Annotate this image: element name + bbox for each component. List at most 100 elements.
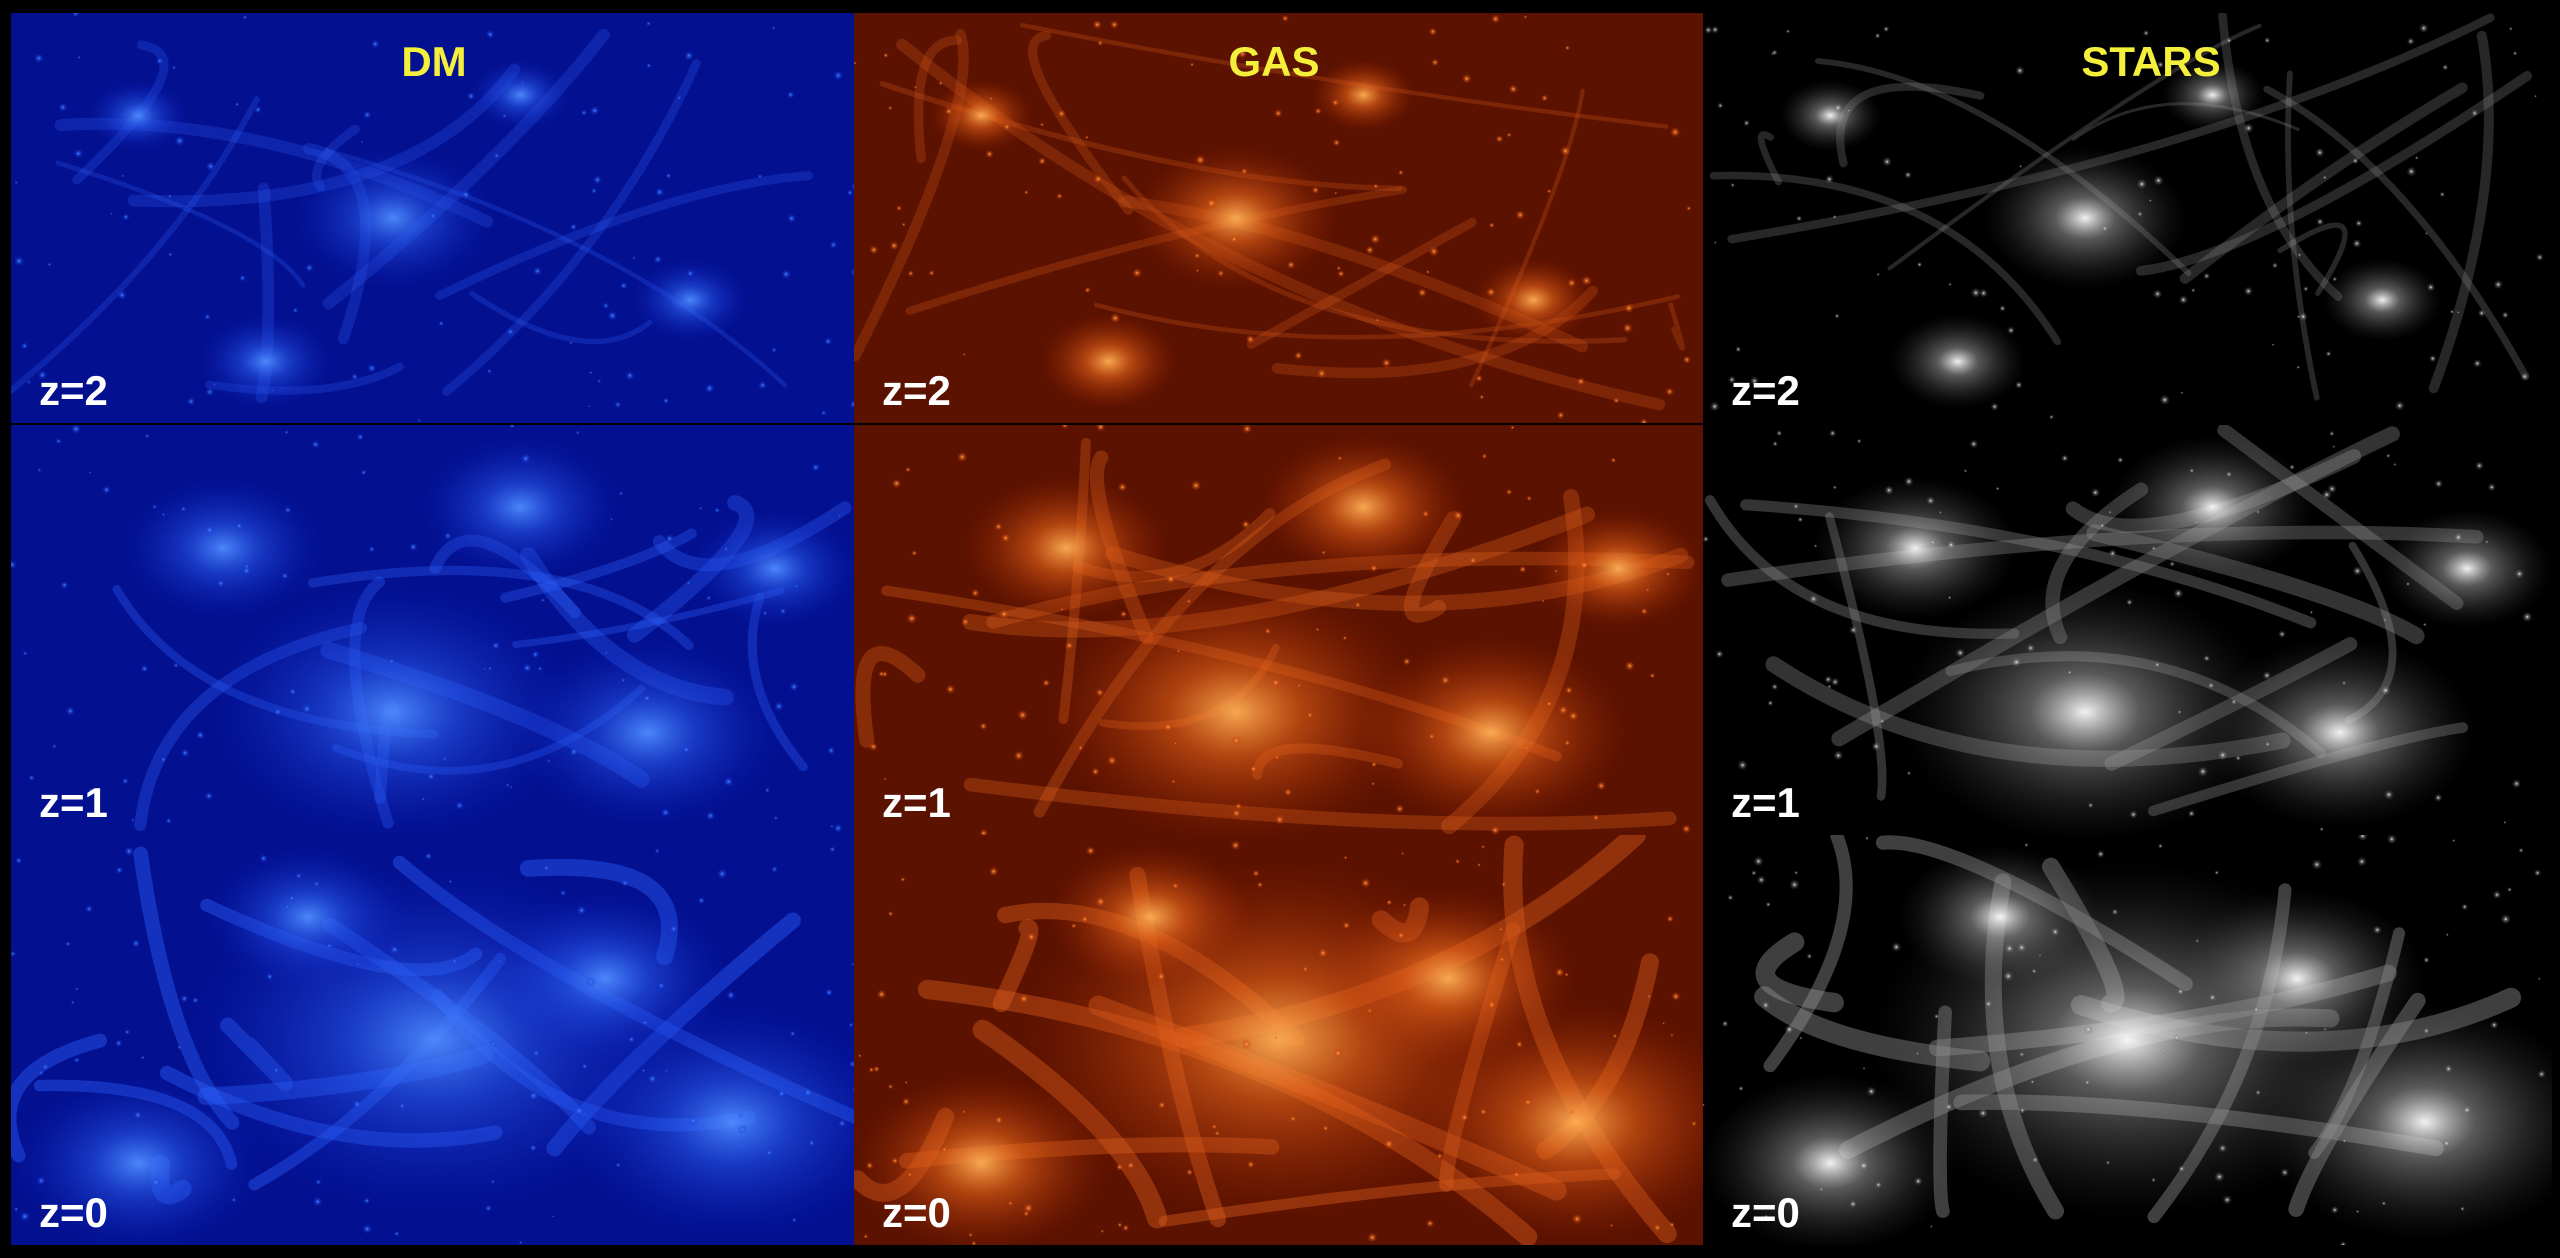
- speck: [421, 797, 426, 802]
- speck: [1214, 1130, 1221, 1137]
- speck: [597, 378, 602, 384]
- speck: [1246, 1160, 1255, 1169]
- speck: [764, 787, 771, 793]
- speck: [362, 1223, 373, 1234]
- speck: [1397, 169, 1404, 176]
- speck: [833, 823, 843, 833]
- speck: [829, 240, 838, 249]
- halo: [469, 59, 572, 131]
- speck: [2218, 1143, 2228, 1153]
- speck: [161, 512, 166, 517]
- speck: [133, 1110, 143, 1120]
- speck: [520, 453, 531, 464]
- filament: [2135, 71, 2533, 276]
- speck: [1995, 486, 2000, 491]
- speck: [2262, 670, 2272, 681]
- speck: [1273, 109, 1283, 118]
- speck: [1721, 1020, 1729, 1028]
- speck: [2428, 354, 2437, 363]
- speck: [2434, 479, 2444, 489]
- speck: [683, 50, 695, 61]
- speck: [180, 994, 189, 1003]
- speck: [848, 1022, 854, 1028]
- speck: [490, 1040, 497, 1047]
- speck: [627, 1035, 636, 1044]
- speck: [1475, 374, 1483, 383]
- speck: [1866, 1086, 1877, 1097]
- speck: [2213, 1171, 2225, 1183]
- speck: [442, 756, 447, 761]
- speck: [1876, 272, 1881, 277]
- filament: [500, 528, 697, 603]
- speck: [1554, 569, 1559, 574]
- speck: [532, 1049, 541, 1058]
- speck: [1799, 1036, 1803, 1040]
- speck: [2243, 122, 2254, 134]
- speck: [1498, 927, 1504, 932]
- speck: [351, 372, 359, 381]
- speck: [1686, 205, 1692, 212]
- speck: [2461, 903, 2469, 911]
- speck: [1294, 351, 1303, 360]
- speck: [645, 62, 652, 69]
- speck: [370, 39, 380, 49]
- panel: z=0: [854, 835, 1703, 1245]
- filament: [1757, 131, 1782, 186]
- speck: [904, 1080, 908, 1085]
- speck: [176, 1044, 182, 1050]
- speck: [1231, 808, 1242, 819]
- speck: [1366, 1008, 1373, 1014]
- speck: [1865, 836, 1870, 841]
- speck: [962, 1109, 966, 1114]
- speck: [2506, 886, 2513, 893]
- speck: [1274, 1036, 1278, 1040]
- speck: [1499, 956, 1506, 963]
- speck: [234, 102, 240, 107]
- speck: [887, 105, 893, 111]
- panel-image: [11, 835, 860, 1245]
- speck: [485, 29, 495, 40]
- speck: [1156, 971, 1166, 982]
- speck: [1194, 252, 1201, 259]
- speck: [20, 342, 29, 350]
- speck: [587, 404, 591, 408]
- speck: [1612, 1033, 1618, 1039]
- speck: [2226, 37, 2233, 44]
- speck: [905, 466, 911, 473]
- speck: [1970, 287, 1982, 299]
- speck: [2304, 1030, 2309, 1035]
- speck: [1337, 269, 1345, 278]
- speck: [1874, 32, 1881, 39]
- speck: [2019, 164, 2023, 168]
- speck: [204, 524, 215, 536]
- speck: [889, 241, 899, 251]
- speck: [2026, 643, 2036, 653]
- filament: [1755, 932, 1844, 1013]
- speck: [1979, 288, 1989, 298]
- speck: [2136, 211, 2143, 218]
- speck: [1772, 440, 1779, 447]
- speck: [2354, 219, 2363, 228]
- speck: [580, 109, 588, 117]
- speck: [2090, 487, 2101, 498]
- speck: [1270, 677, 1281, 688]
- halo: [11, 1073, 266, 1245]
- speck: [70, 425, 82, 435]
- speck: [1709, 401, 1720, 412]
- speck: [1469, 556, 1478, 565]
- speck: [253, 105, 263, 114]
- speck: [911, 550, 918, 557]
- speck: [2298, 311, 2308, 322]
- speck: [1396, 931, 1406, 940]
- speck: [2441, 63, 2449, 71]
- halo: [930, 79, 1033, 152]
- speck: [36, 1176, 46, 1186]
- speck: [2208, 993, 2217, 1002]
- column-title: DM: [401, 38, 466, 85]
- speck: [1000, 533, 1011, 543]
- speck: [1564, 972, 1569, 977]
- speck: [167, 193, 173, 199]
- speck: [1085, 845, 1096, 856]
- speck: [1095, 896, 1106, 907]
- speck: [589, 105, 600, 116]
